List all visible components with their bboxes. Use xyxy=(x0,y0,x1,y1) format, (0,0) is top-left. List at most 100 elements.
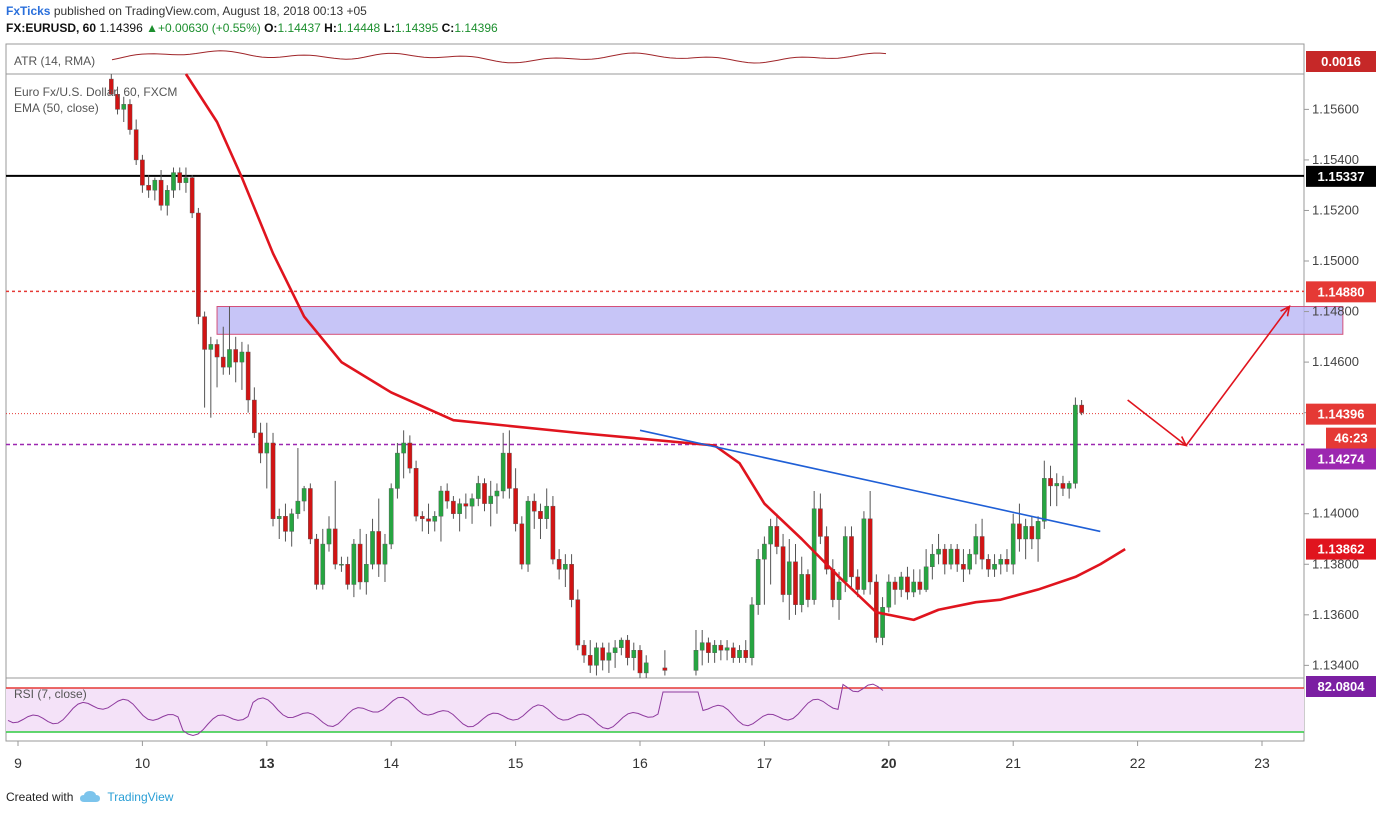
candle-body xyxy=(799,574,805,605)
candle-body xyxy=(706,642,711,653)
candle-body xyxy=(699,642,705,651)
black-line-badge-bg xyxy=(1306,165,1376,187)
candle-body xyxy=(979,536,985,560)
candle-body xyxy=(451,500,456,514)
x-tick-label: 14 xyxy=(383,755,399,771)
candle-body xyxy=(538,511,543,519)
y-tick-label: 1.15400 xyxy=(1312,152,1359,167)
candle-body xyxy=(519,523,525,565)
last-price-text: 1.14396 xyxy=(99,21,143,35)
candle-body xyxy=(438,490,444,517)
candle-body xyxy=(308,488,313,540)
candle-body xyxy=(1004,559,1010,565)
countdown-badge-bg xyxy=(1326,427,1376,449)
candle-body xyxy=(158,179,164,206)
candle-body xyxy=(973,536,979,555)
candle-body xyxy=(712,644,717,653)
candle-body xyxy=(239,351,245,363)
atr-label: ATR (14, RMA) xyxy=(14,54,95,68)
candle-body xyxy=(382,543,388,565)
candle-body xyxy=(861,518,867,590)
candle-body xyxy=(961,564,966,570)
open-label: O: xyxy=(264,21,278,35)
candle-body xyxy=(301,488,307,502)
candle-body xyxy=(1010,523,1016,565)
candle-body xyxy=(905,576,910,593)
candle-body xyxy=(314,538,319,585)
candle-body xyxy=(164,190,170,206)
low-value: 1.14395 xyxy=(394,21,439,35)
y-tick-label: 1.14000 xyxy=(1312,506,1359,521)
candle-body xyxy=(283,516,288,532)
candle-body xyxy=(556,559,562,570)
candle-body xyxy=(127,104,133,130)
candle-body xyxy=(320,543,326,585)
candle-body xyxy=(718,644,724,651)
candle-body xyxy=(227,349,232,368)
candle-body xyxy=(948,548,954,565)
publisher-name[interactable]: FxTicks xyxy=(6,4,51,18)
low-label: L: xyxy=(383,21,395,35)
candle-body xyxy=(967,553,972,570)
projection-arrow-down xyxy=(1127,399,1187,447)
candle-body xyxy=(631,650,637,658)
x-tick-label: 10 xyxy=(135,755,151,771)
candle-body xyxy=(600,647,605,661)
candle-body xyxy=(1048,478,1053,487)
candle-body xyxy=(575,599,581,646)
symbol-name: FX:EURUSD, 60 xyxy=(6,21,97,35)
change-text: +0.00630 (+0.55%) xyxy=(158,21,261,35)
candle-body xyxy=(612,647,618,653)
candle-body xyxy=(1029,526,1035,540)
x-tick-label: 16 xyxy=(632,755,648,771)
candle-body xyxy=(637,650,643,674)
candle-body xyxy=(513,488,518,525)
y-tick-label: 1.13800 xyxy=(1312,556,1359,571)
rsi-band xyxy=(6,688,1304,732)
rsi-value-badge: 82.0804 xyxy=(1318,679,1366,694)
candle-body xyxy=(774,526,780,547)
candle-body xyxy=(768,526,773,545)
candle-body xyxy=(911,581,916,593)
y-tick-label: 1.15600 xyxy=(1312,101,1359,116)
candle-body xyxy=(339,564,344,566)
candle-body xyxy=(345,564,350,585)
high-value: 1.14448 xyxy=(336,21,381,35)
created-with-text: Created with xyxy=(6,790,74,804)
main-pane[interactable] xyxy=(5,73,1305,679)
atr-pane xyxy=(5,43,1305,75)
y-tick-label: 1.13400 xyxy=(1312,657,1359,672)
candle-body xyxy=(1066,483,1072,489)
candle-body xyxy=(942,548,948,565)
candle-body xyxy=(737,650,742,658)
candle-body xyxy=(370,531,375,565)
candle-body xyxy=(842,536,848,583)
candle-body xyxy=(587,655,593,666)
close-value: 1.14396 xyxy=(454,21,498,35)
tradingview-link[interactable]: TradingView xyxy=(107,790,174,804)
red-line-badge: 1.14880 xyxy=(1318,284,1365,299)
candle-body xyxy=(550,505,556,560)
candle-body xyxy=(276,516,282,519)
close-label: C: xyxy=(441,21,455,35)
candle-body xyxy=(898,576,904,590)
candle-body xyxy=(108,78,114,95)
countdown-badge: 46:23 xyxy=(1334,431,1367,446)
candle-body xyxy=(1023,526,1028,540)
candle-body xyxy=(824,536,829,570)
candle-body xyxy=(731,647,736,658)
candle-body xyxy=(500,452,506,492)
up-arrow-icon: ▲ xyxy=(146,21,158,35)
candle-body xyxy=(1054,483,1060,487)
candle-body xyxy=(849,536,854,578)
candle-body xyxy=(289,513,294,532)
ema-label: EMA (50, close) xyxy=(14,101,99,115)
projection-arrow-up xyxy=(1185,306,1291,446)
rsi-label: RSI (7, close) xyxy=(14,687,87,701)
x-tick-label: 21 xyxy=(1005,755,1021,771)
candle-body xyxy=(494,490,500,497)
tradingview-cloud-icon xyxy=(80,791,101,802)
candle-body xyxy=(270,442,276,519)
candle-body xyxy=(420,516,425,519)
